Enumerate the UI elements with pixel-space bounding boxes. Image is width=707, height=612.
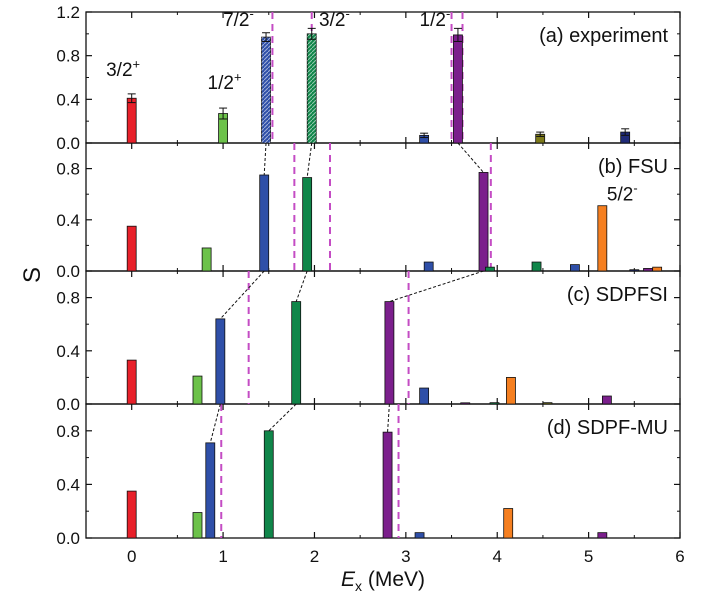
bar: [652, 266, 663, 272]
bar-hatch: [261, 37, 271, 143]
panel-label: (d) SDPF-MU: [547, 417, 668, 439]
bar: [643, 268, 653, 272]
x-tick-label: 0: [127, 547, 136, 566]
bar: [384, 301, 395, 405]
bar: [423, 261, 434, 272]
bar: [542, 402, 553, 405]
y-tick-label: 0.8: [56, 289, 80, 308]
spin-parity-label: 1/2-: [420, 6, 451, 31]
bar: [259, 174, 270, 272]
bar: [570, 264, 580, 272]
y-tick-label: 0.0: [56, 262, 80, 281]
y-tick-label: 0.0: [56, 134, 80, 153]
bar: [291, 301, 302, 405]
bar: [302, 177, 313, 272]
bar: [506, 376, 516, 405]
bar: [629, 269, 640, 272]
bar: [503, 508, 514, 539]
x-axis-label: Ex (MeV): [341, 568, 425, 594]
bar: [205, 442, 216, 539]
y-tick-label: 0.8: [56, 47, 80, 66]
y-tick-label: 0.8: [56, 422, 80, 441]
bar: [597, 532, 608, 539]
spin-parity-label: 3/2+: [106, 56, 140, 81]
panel-label: (a) experiment: [539, 25, 668, 47]
level-connector: [268, 403, 297, 432]
x-tick-label: 2: [310, 547, 319, 566]
level-connector: [389, 270, 484, 303]
bar: [201, 247, 212, 272]
bar-hatch: [307, 33, 317, 144]
bar: [126, 359, 137, 405]
y-tick-label: 0.4: [56, 342, 80, 361]
bar: [531, 261, 542, 272]
bar: [419, 387, 430, 405]
level-connector: [306, 142, 313, 178]
spin-parity-label: 5/2-: [607, 181, 638, 206]
spin-parity-label: 3/2-: [319, 6, 350, 31]
x-tick-label: 1: [218, 547, 227, 566]
bar: [460, 402, 471, 405]
bar: [478, 172, 489, 272]
spin-parity-label: 1/2+: [208, 70, 242, 95]
x-tick-label: 5: [584, 547, 593, 566]
level-connector: [457, 142, 484, 173]
y-tick-label: 0.4: [56, 475, 80, 494]
panel-label: (c) SDPFSI: [567, 284, 668, 306]
bar: [126, 490, 137, 539]
x-tick-label: 3: [401, 547, 410, 566]
level-connector: [219, 270, 265, 320]
bar: [192, 512, 203, 539]
level-connector: [387, 403, 390, 433]
bar: [414, 532, 425, 539]
y-tick-label: 0.4: [56, 90, 80, 109]
level-connector: [263, 142, 267, 176]
y-tick-label: 0.4: [56, 211, 80, 230]
bar: [601, 395, 612, 405]
y-tick-label: 0.0: [56, 395, 80, 414]
bar: [489, 402, 500, 405]
spin-parity-label: 7/2-: [223, 6, 254, 31]
bar: [263, 430, 274, 539]
bar: [126, 97, 137, 144]
x-tick-label: 4: [492, 547, 501, 566]
bar: [126, 225, 137, 272]
level-connector: [295, 270, 308, 302]
bar: [192, 375, 203, 405]
level-connector: [209, 403, 221, 443]
x-tick-label: 6: [675, 547, 684, 566]
panel-label: (b) FSU: [598, 156, 668, 178]
y-tick-label: 1.2: [56, 3, 80, 22]
y-tick-label: 0.8: [56, 160, 80, 179]
y-tick-label: 0.0: [56, 529, 80, 548]
panel-frame: [85, 142, 681, 272]
bar: [485, 266, 495, 272]
bar: [215, 318, 226, 405]
bar: [453, 34, 463, 144]
bar: [382, 431, 393, 539]
y-axis-label: S: [19, 267, 46, 283]
bar: [597, 205, 608, 272]
